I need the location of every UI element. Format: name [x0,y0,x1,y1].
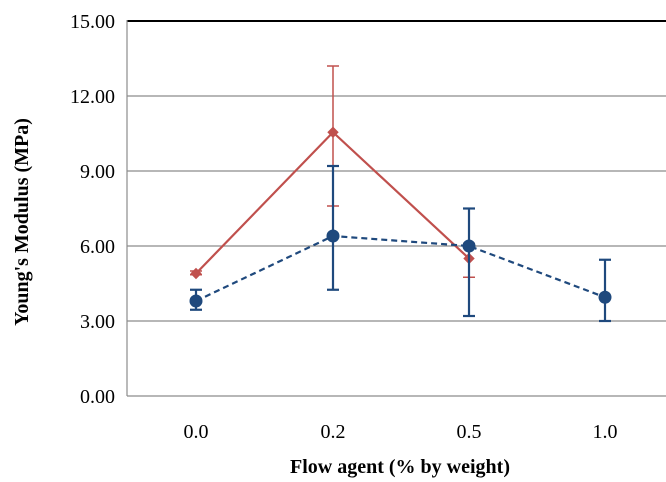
y-tick-label: 0.00 [80,386,115,408]
data-point [189,294,203,308]
y-tick-label: 3.00 [80,311,115,333]
series-layer [189,65,612,323]
y-tick-label: 12.00 [70,86,115,108]
y-tick-label: 6.00 [80,236,115,258]
x-tick-label: 0.0 [184,421,209,443]
x-tick-label: 0.5 [457,421,482,443]
data-point [326,229,340,243]
data-point [190,267,202,280]
error-bar [599,258,611,323]
x-tick-label: 1.0 [593,421,618,443]
series-2 [189,164,612,323]
data-point [598,290,612,304]
data-point [462,239,476,253]
x-axis-title: Flow agent (% by weight) [290,456,510,478]
y-tick-labels: 0.00 3.00 6.00 9.00 12.00 15.00 [70,11,115,408]
y-axis-title: Young's Modulus (MPa) [11,118,33,326]
axes [126,20,666,397]
x-tick-labels: 0.0 0.2 0.5 1.0 [184,421,618,443]
error-bar [463,207,475,318]
x-tick-label: 0.2 [321,421,346,443]
error-bar [327,164,339,291]
series-line [195,234,606,302]
data-point [327,126,339,138]
y-tick-label: 15.00 [70,11,115,33]
y-tick-label: 9.00 [80,161,115,183]
gridlines [127,20,666,322]
